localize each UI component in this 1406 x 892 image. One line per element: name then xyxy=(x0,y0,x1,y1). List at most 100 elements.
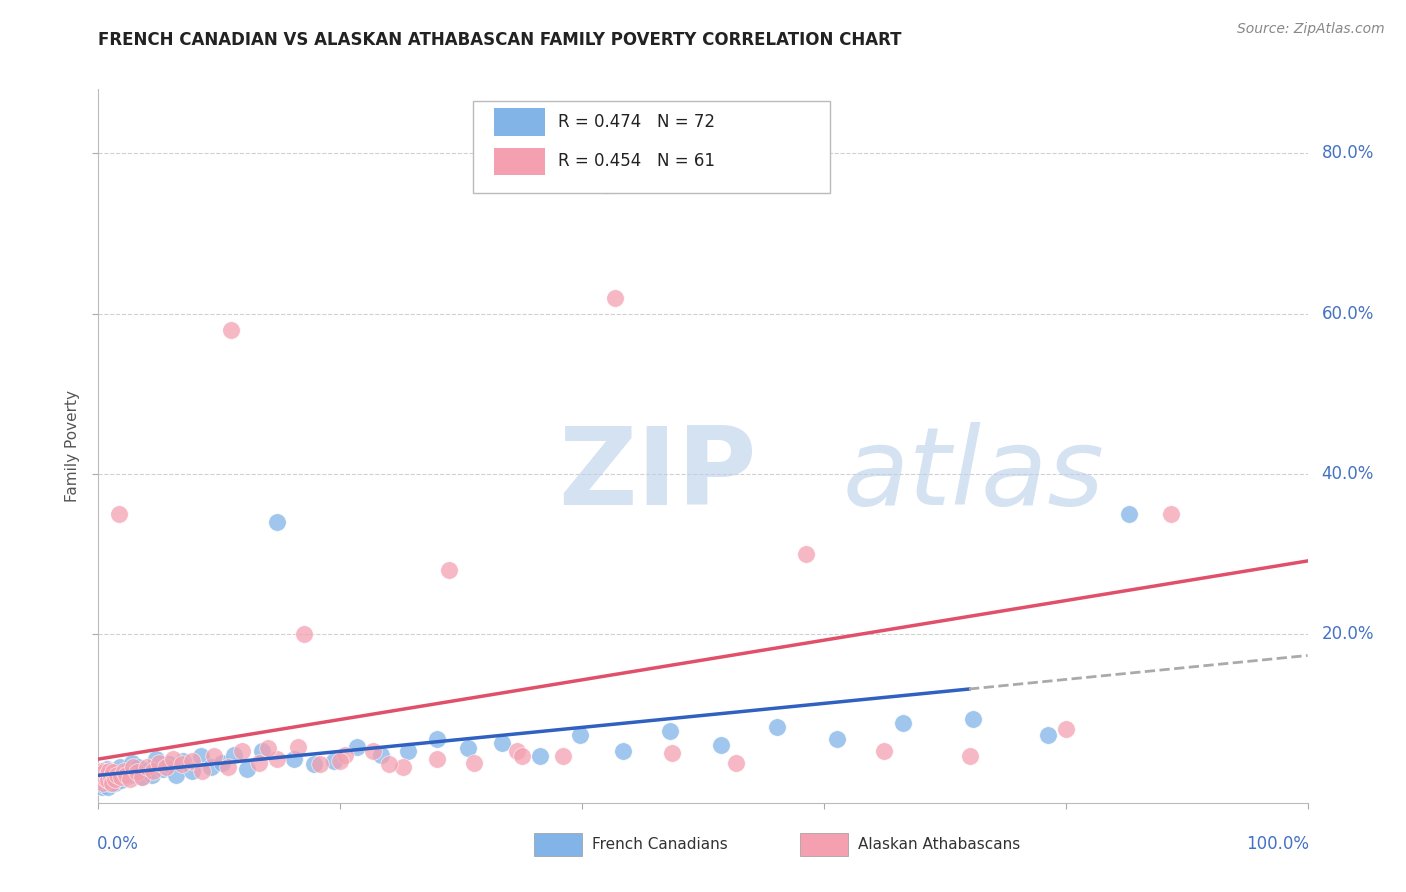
Text: 60.0%: 60.0% xyxy=(1322,305,1374,323)
Point xyxy=(91,764,114,778)
FancyBboxPatch shape xyxy=(474,102,830,193)
Point xyxy=(115,768,138,782)
Point xyxy=(90,768,112,782)
Point xyxy=(122,760,145,774)
Point xyxy=(142,764,165,778)
Point xyxy=(392,760,415,774)
Point xyxy=(152,762,174,776)
Point xyxy=(100,772,122,786)
Point xyxy=(211,756,233,770)
Point xyxy=(529,749,551,764)
Point xyxy=(98,776,121,790)
Point xyxy=(91,780,114,794)
Point xyxy=(191,764,214,778)
Point xyxy=(101,764,124,778)
Point xyxy=(97,770,120,784)
Point xyxy=(131,770,153,784)
Point xyxy=(463,756,485,770)
Point xyxy=(118,772,141,786)
Point xyxy=(1118,507,1140,521)
Point xyxy=(108,760,131,774)
Point xyxy=(165,768,187,782)
Point xyxy=(127,765,149,780)
Point xyxy=(89,772,111,786)
Point xyxy=(236,762,259,776)
Text: 100.0%: 100.0% xyxy=(1246,835,1309,853)
Point xyxy=(155,760,177,774)
Point xyxy=(180,764,202,778)
FancyBboxPatch shape xyxy=(494,148,544,175)
Point xyxy=(93,765,115,780)
Point xyxy=(103,770,125,784)
Text: FRENCH CANADIAN VS ALASKAN ATHABASCAN FAMILY POVERTY CORRELATION CHART: FRENCH CANADIAN VS ALASKAN ATHABASCAN FA… xyxy=(98,31,901,49)
Text: ZIP: ZIP xyxy=(558,422,756,527)
Point xyxy=(107,765,129,780)
Point xyxy=(612,744,634,758)
Point xyxy=(96,762,118,776)
Point xyxy=(659,723,682,738)
Point xyxy=(661,746,683,760)
Point xyxy=(105,768,128,782)
Point xyxy=(551,749,574,764)
Point xyxy=(568,728,591,742)
Point xyxy=(221,323,243,337)
Point xyxy=(323,754,346,768)
Point xyxy=(97,773,120,788)
Point xyxy=(104,776,127,790)
Text: R = 0.474   N = 72: R = 0.474 N = 72 xyxy=(558,113,714,131)
Point xyxy=(117,764,139,778)
Point xyxy=(266,515,288,529)
Point xyxy=(190,749,212,764)
Y-axis label: Family Poverty: Family Poverty xyxy=(65,390,80,502)
Text: 0.0%: 0.0% xyxy=(97,835,139,853)
Point xyxy=(148,756,170,770)
Point xyxy=(287,739,309,754)
Point xyxy=(96,773,118,788)
Point xyxy=(100,770,122,784)
Point xyxy=(491,736,513,750)
FancyBboxPatch shape xyxy=(534,833,582,856)
Point xyxy=(710,738,733,752)
Point xyxy=(105,768,128,782)
Point xyxy=(121,756,143,770)
Point xyxy=(510,749,533,764)
Point xyxy=(131,770,153,784)
Point xyxy=(98,765,121,780)
Point xyxy=(111,768,134,782)
Point xyxy=(217,760,239,774)
Point xyxy=(112,764,135,778)
Point xyxy=(180,754,202,768)
Point xyxy=(91,770,114,784)
Point xyxy=(110,773,132,788)
Point xyxy=(135,764,157,778)
Point xyxy=(124,765,146,780)
Point xyxy=(256,741,278,756)
Text: 40.0%: 40.0% xyxy=(1322,465,1374,483)
Text: 20.0%: 20.0% xyxy=(1322,625,1374,643)
Point xyxy=(94,768,117,782)
Point xyxy=(93,765,115,780)
Point xyxy=(118,768,141,782)
Point xyxy=(90,776,112,790)
Point xyxy=(250,744,273,758)
Point xyxy=(91,773,114,788)
Point xyxy=(222,747,245,762)
Point xyxy=(962,712,984,726)
Point xyxy=(346,739,368,754)
Text: Source: ZipAtlas.com: Source: ZipAtlas.com xyxy=(1237,22,1385,37)
Point xyxy=(145,752,167,766)
Point xyxy=(333,747,356,762)
Point xyxy=(89,768,111,782)
Point xyxy=(247,756,270,770)
Point xyxy=(104,772,127,786)
Point xyxy=(204,749,226,764)
Point xyxy=(891,715,914,730)
Text: atlas: atlas xyxy=(842,422,1104,527)
Point xyxy=(135,760,157,774)
Text: Alaskan Athabascans: Alaskan Athabascans xyxy=(858,838,1019,853)
Point xyxy=(370,747,392,762)
Point xyxy=(101,765,124,780)
Point xyxy=(100,776,122,790)
Point xyxy=(873,744,896,758)
Point xyxy=(110,770,132,784)
